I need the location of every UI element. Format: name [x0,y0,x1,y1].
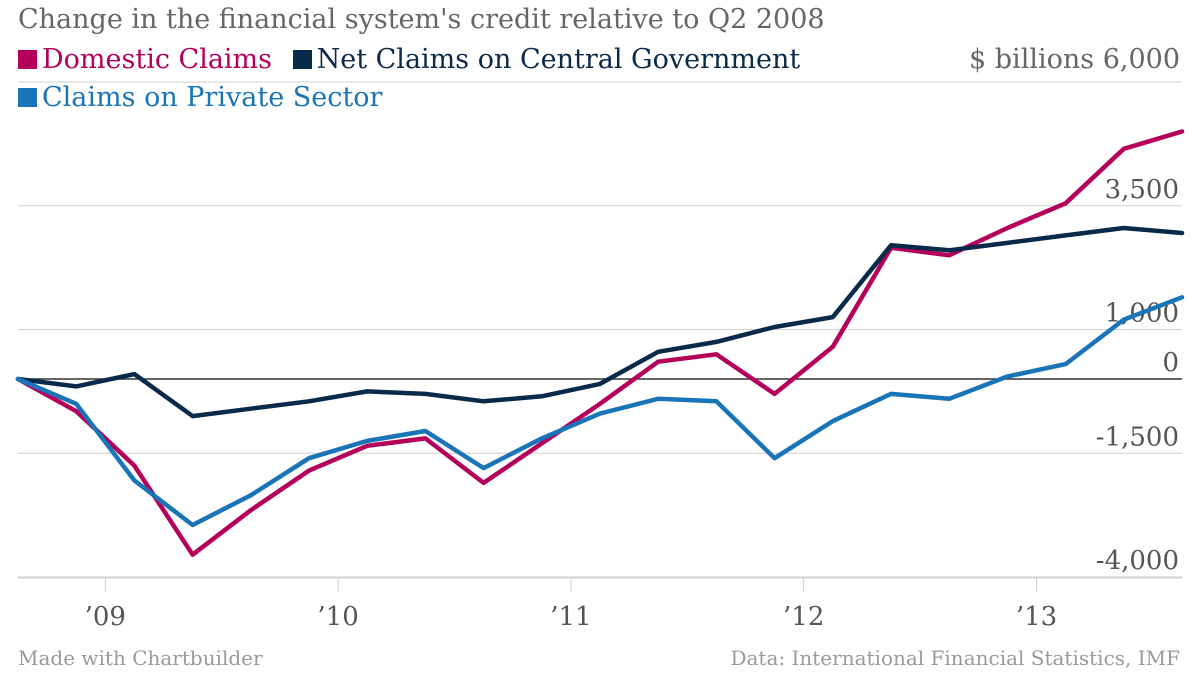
x-tick-label: ’09 [85,602,126,632]
y-tick-label: -4,000 [1096,546,1179,576]
y-axis-unit-and-top-tick: $ billions 6,000 [969,44,1180,75]
legend-label-net-claims-central-government: Net Claims on Central Government [316,44,801,75]
legend-row-1: Domestic Claims Net Claims on Central Go… [18,44,812,75]
chart-title: Change in the financial system's credit … [18,4,825,35]
legend-entry-domestic-claims: Domestic Claims [18,44,281,75]
y-tick-label: 3,500 [1105,175,1179,205]
x-axis: ’09 ’10 ’11 ’12 ’13 [18,577,1182,632]
y-axis-unit: $ billions [969,44,1095,75]
legend-label-claims-private-sector: Claims on Private Sector [42,82,383,113]
y-tick-label: -1,500 [1096,422,1179,452]
legend-entry-net-claims-central-government: Net Claims on Central Government [292,44,801,75]
legend-swatch-domestic-claims [18,50,37,69]
series-line-claims-on-private-sector [15,295,1185,528]
legend-row-2: Claims on Private Sector [18,82,394,113]
legend-entry-claims-private-sector: Claims on Private Sector [18,82,382,113]
legend-swatch-claims-private-sector [18,88,37,107]
x-tick-label: ’13 [1016,602,1057,632]
series-line-net-claims-on-central-government [15,225,1185,419]
gridlines [18,81,1182,578]
x-tick-label: ’12 [783,602,824,632]
legend-label-domestic-claims: Domestic Claims [42,44,273,75]
series-lines [15,129,1185,557]
y-tick-label: 0 [1162,348,1179,378]
footer-source: Data: International Financial Statistics… [730,646,1180,670]
legend-swatch-net-claims-central-government [292,50,312,69]
x-tick-label: ’11 [550,602,591,632]
series-line-domestic-claims [15,129,1185,557]
x-tick-label: ’10 [317,602,358,632]
footer-credit: Made with Chartbuilder [18,646,263,670]
y-tick-label-top: 6,000 [1102,44,1180,75]
